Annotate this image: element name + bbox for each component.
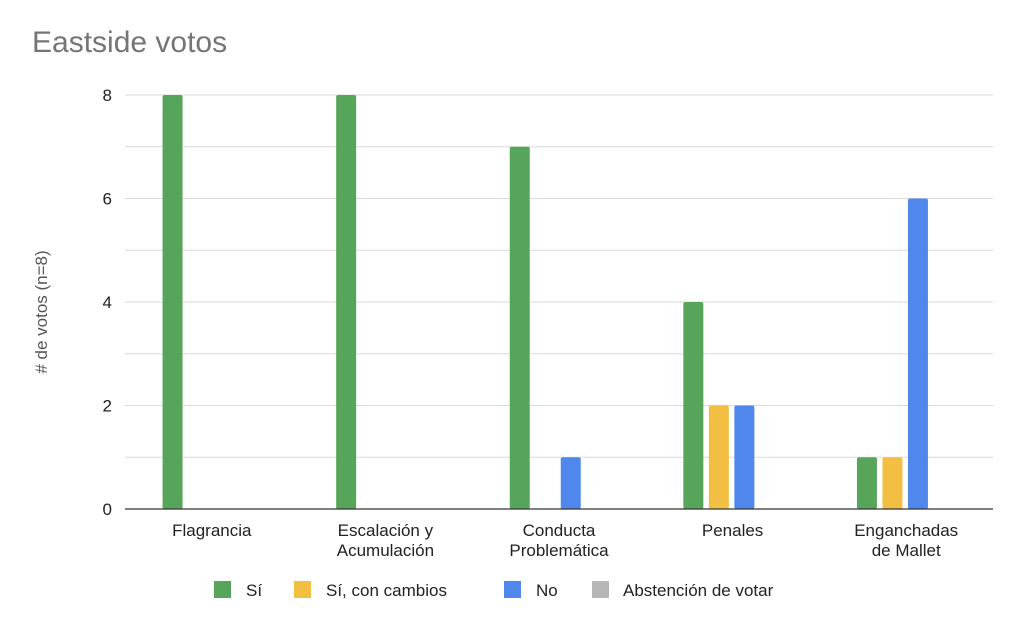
x-tick-label-line: Conducta [523,521,596,540]
bars [162,95,928,509]
bar [683,302,704,509]
bar [734,405,755,509]
gridlines [125,94,993,458]
bar [560,457,581,509]
legend: Sí Sí, con cambios No Abstención de votar [214,581,774,600]
bar [162,95,183,509]
legend-swatch [294,581,311,598]
legend-label: Sí, con cambios [326,581,447,600]
y-axis-title: # de votos (n=8) [32,250,51,373]
x-tick-label-line: Flagrancia [172,521,252,540]
x-tick-label: Escalación y Acumulación [337,521,434,560]
x-tick-label: Conducta Problemática [509,521,609,560]
x-tick-label-line: Problemática [509,541,609,560]
x-tick-label-line: Acumulación [337,541,434,560]
chart-title: Eastside votos [32,26,228,59]
y-tick-label: 4 [103,293,112,312]
x-tick-label: Enganchadas de Mallet [854,521,958,560]
legend-label: Sí [246,581,262,600]
x-tick-label: Flagrancia [172,521,252,540]
legend-swatch [214,581,231,598]
y-tick-label: 6 [103,190,112,209]
bar [708,405,729,509]
legend-swatch [504,581,521,598]
legend-label: No [536,581,558,600]
bar [336,95,357,509]
y-tick-label: 2 [103,397,112,416]
bar [856,457,877,509]
axes: 0 2 4 6 8 Flagrancia Escalación y Acumulación Co… [103,86,993,560]
y-tick-label: 0 [103,500,112,519]
x-tick-label-line: Escalación y [338,521,434,540]
bar [882,457,903,509]
legend-label: Abstención de votar [623,581,774,600]
bar [509,146,530,509]
x-tick-label: Penales [702,521,763,540]
bar [907,198,928,509]
x-tick-label-line: Enganchadas [854,521,958,540]
legend-swatch [592,581,609,598]
x-tick-label-line: Penales [702,521,763,540]
y-tick-label: 8 [103,86,112,105]
x-tick-label-line: de Mallet [872,541,941,560]
